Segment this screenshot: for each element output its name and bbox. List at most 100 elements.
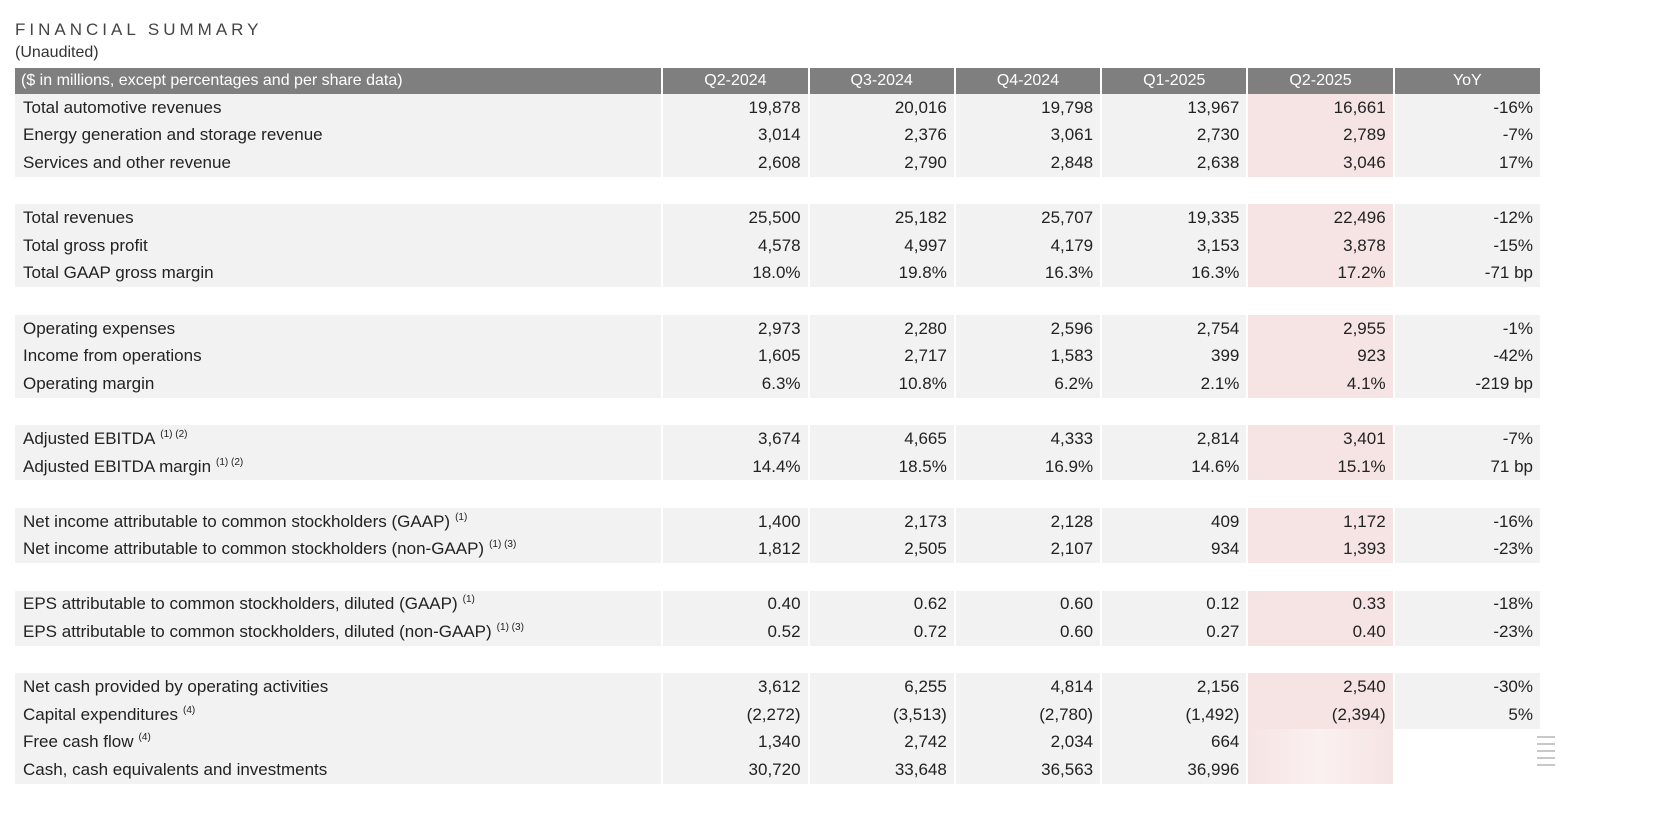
row-label-text: Total revenues — [23, 208, 134, 228]
row-label: EPS attributable to common stockholders,… — [15, 618, 664, 646]
row-spacer — [15, 480, 1540, 508]
table-cell-q1-2025: 0.27 — [1101, 618, 1249, 646]
table-cell-q2-2024: 18.0% — [662, 259, 810, 288]
column-header-yoy: YoY — [1393, 68, 1540, 94]
row-label-text: Energy generation and storage revenue — [23, 125, 323, 145]
table-cell-q4-2024: 1,583 — [954, 342, 1103, 370]
table-row: Operating expenses 2,973 2,280 2,596 2,754 2,… — [15, 314, 1540, 343]
table-row: Total automotive revenues 19,878 20,016 19,… — [15, 94, 1540, 122]
table-cell-q1-2025: 13,967 — [1101, 94, 1249, 122]
drag-lines-icon[interactable] — [1537, 736, 1555, 776]
table-cell-q4-2024: 25,707 — [954, 204, 1103, 232]
row-spacer — [15, 287, 1540, 315]
footnote-marker: (1) — [462, 594, 475, 606]
table-row: EPS attributable to common stockholders,… — [15, 618, 1540, 646]
table-cell-q2-2025: 923 — [1247, 342, 1395, 370]
table-cell-q2-2025: 4.1% — [1247, 369, 1395, 398]
table-cell-q3-2024: 2,173 — [808, 507, 956, 536]
table-cell-q3-2024: 2,376 — [808, 121, 956, 150]
table-cell-q2-2024: 1,605 — [662, 342, 810, 370]
table-cell-q4-2024: 0.60 — [954, 590, 1103, 619]
table-cell-q4-2024: 2,596 — [954, 314, 1103, 343]
table-cell-yoy: -71 bp — [1393, 259, 1540, 288]
table-cell-q2-2025: 15.1% — [1247, 452, 1395, 481]
table-cell-q3-2024: 6,255 — [808, 673, 956, 702]
row-label-text: Total GAAP gross margin — [23, 263, 214, 283]
table-cell-q2-2025: 16,661 — [1247, 94, 1395, 122]
row-label-text: Cash, cash equivalents and investments — [23, 760, 328, 780]
financial-summary-table: ($ in millions, except percentages and p… — [15, 68, 1540, 784]
table-cell-q3-2024: 18.5% — [808, 452, 956, 481]
page-subtitle: (Unaudited) — [15, 44, 99, 61]
row-label-text: Net income attributable to common stockh… — [23, 539, 485, 559]
table-cell-q1-2025: 399 — [1101, 342, 1249, 370]
table-row: Capital expenditures (4) (2,272) (3,513) (2,… — [15, 701, 1540, 729]
table-cell-q2-2024: 2,973 — [662, 314, 810, 343]
table-cell-q4-2024: 6.2% — [954, 369, 1103, 398]
row-label: Adjusted EBITDA margin (1) (2) — [15, 452, 664, 481]
table-cell-q2-2025: 3,046 — [1247, 149, 1395, 177]
table-cell-q1-2025: 19,335 — [1101, 204, 1249, 232]
table-row: Adjusted EBITDA margin (1) (2) 14.4% 18.5% 1… — [15, 452, 1540, 481]
footnote-marker: (1) (2) — [160, 428, 188, 440]
table-cell-q2-2024: 25,500 — [662, 204, 810, 232]
table-cell-q2-2024: 1,400 — [662, 507, 810, 536]
table-cell-q2-2025: (2,394) — [1247, 701, 1395, 729]
row-spacer — [15, 397, 1540, 426]
table-row: Total GAAP gross margin 18.0% 19.8% 16.3% 16… — [15, 259, 1540, 288]
row-label: Total automotive revenues — [15, 94, 664, 122]
row-label-text: Adjusted EBITDA margin — [23, 456, 212, 476]
table-header-row: ($ in millions, except percentages and p… — [15, 68, 1540, 94]
table-cell-q2-2025: 22,496 — [1247, 204, 1395, 232]
column-header-q2-2025: Q2-2025 — [1247, 68, 1395, 94]
table-cell-q2-2025 — [1247, 756, 1395, 784]
table-cell-yoy: -7% — [1393, 121, 1540, 150]
row-label-text: Total gross profit — [23, 235, 148, 255]
table-cell-q2-2025: 1,393 — [1247, 535, 1395, 564]
footnote-marker: (1) (2) — [216, 456, 244, 468]
table-cell-q4-2024: 16.3% — [954, 259, 1103, 288]
table-cell-q1-2025: 409 — [1101, 507, 1249, 536]
row-label-text: Operating expenses — [23, 318, 176, 338]
row-label-text: Free cash flow — [23, 732, 134, 752]
table-cell-q1-2025: 934 — [1101, 535, 1249, 564]
table-cell-q3-2024: 20,016 — [808, 94, 956, 122]
table-cell-yoy: -30% — [1393, 673, 1540, 702]
row-spacer — [15, 176, 1540, 205]
footnote-marker: (1) — [455, 511, 468, 523]
table-cell-q1-2025: 2,730 — [1101, 121, 1249, 150]
table-cell-q1-2025: 2.1% — [1101, 369, 1249, 398]
row-label-text: Adjusted EBITDA — [23, 428, 156, 448]
table-cell-q1-2025: (1,492) — [1101, 701, 1249, 729]
table-cell-q3-2024: 10.8% — [808, 369, 956, 398]
row-label: Energy generation and storage revenue — [15, 121, 664, 150]
table-cell-yoy — [1393, 728, 1540, 757]
table-cell-yoy: 5% — [1393, 701, 1540, 729]
table-cell-q4-2024: 16.9% — [954, 452, 1103, 481]
table-cell-q2-2025: 3,878 — [1247, 231, 1395, 260]
column-header-label: ($ in millions, except percentages and p… — [15, 68, 664, 94]
table-cell-q2-2025 — [1247, 728, 1395, 757]
table-row: Net income attributable to common stockh… — [15, 507, 1540, 536]
table-cell-yoy: -16% — [1393, 507, 1540, 536]
table-cell-q2-2024: 30,720 — [662, 756, 810, 784]
table-cell-q2-2024: 1,340 — [662, 728, 810, 757]
table-cell-yoy: -18% — [1393, 590, 1540, 619]
table-cell-q3-2024: 25,182 — [808, 204, 956, 232]
table-cell-q3-2024: 2,717 — [808, 342, 956, 370]
row-label: Net income attributable to common stockh… — [15, 507, 664, 536]
row-label-text: Operating margin — [23, 373, 155, 393]
column-header-q1-2025: Q1-2025 — [1101, 68, 1249, 94]
row-label: Adjusted EBITDA (1) (2) — [15, 425, 664, 453]
table-cell-q2-2024: 14.4% — [662, 452, 810, 481]
table-cell-q3-2024: 2,280 — [808, 314, 956, 343]
table-row: Services and other revenue 2,608 2,790 2,84… — [15, 149, 1540, 177]
table-cell-q2-2024: 3,014 — [662, 121, 810, 150]
footnote-marker: (4) — [182, 704, 196, 716]
table-cell-q4-2024: 2,107 — [954, 535, 1103, 564]
table-cell-yoy: -12% — [1393, 204, 1540, 232]
table-cell-q1-2025: 664 — [1101, 728, 1249, 757]
table-cell-q3-2024: 0.62 — [808, 590, 956, 619]
table-cell-yoy: -23% — [1393, 618, 1540, 646]
table-cell-yoy: -219 bp — [1393, 369, 1540, 398]
